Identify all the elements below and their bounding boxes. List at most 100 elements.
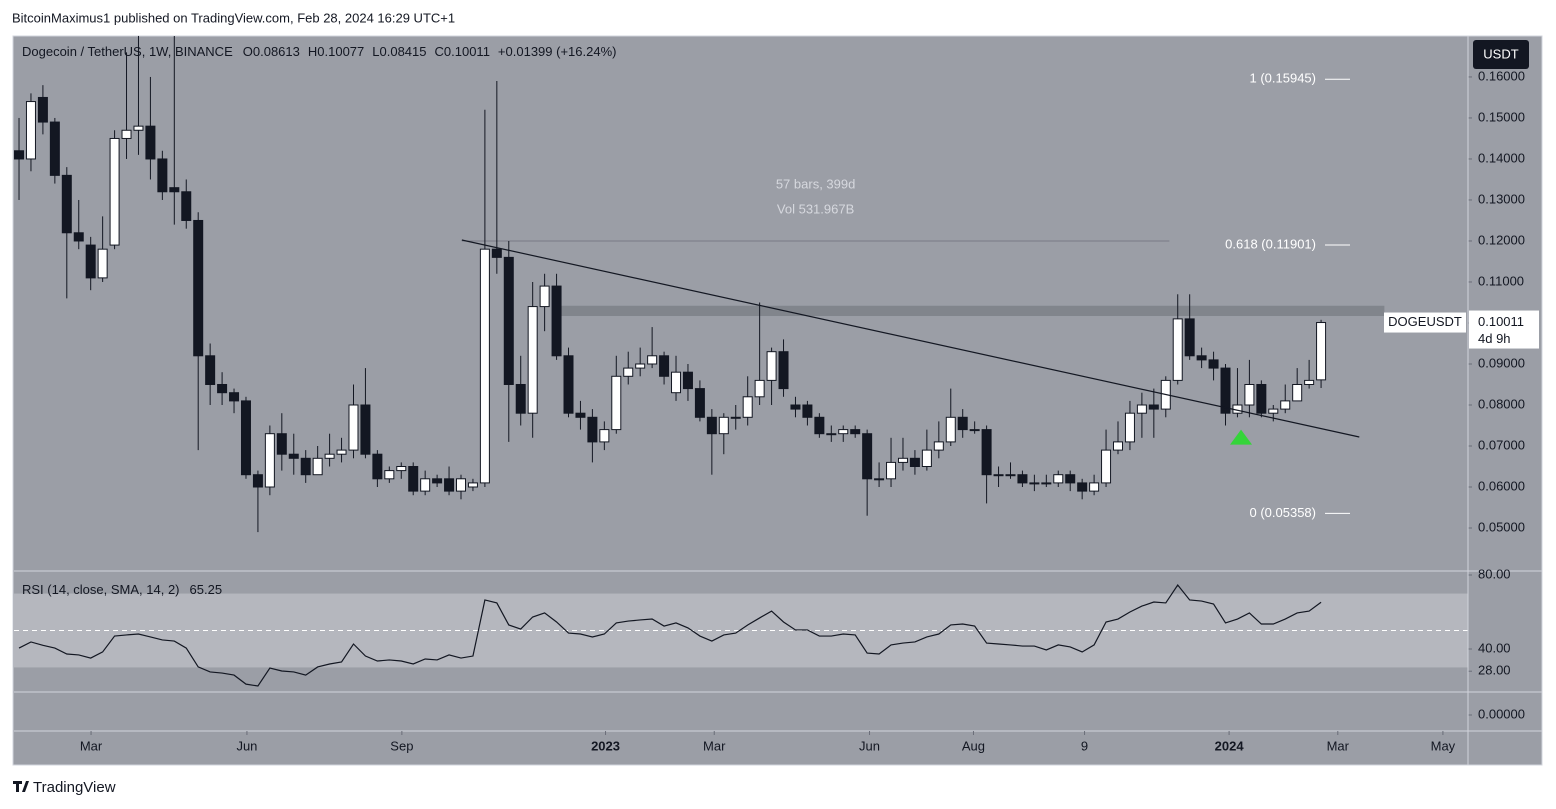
candle-body — [659, 355, 670, 377]
candle-body — [276, 433, 287, 455]
candle-body — [838, 429, 849, 435]
candle-body — [97, 248, 108, 279]
candle-body — [802, 404, 813, 418]
candle-body — [862, 433, 873, 480]
candle-body — [886, 461, 897, 480]
candle-body — [527, 306, 538, 414]
candle-body — [1101, 449, 1112, 484]
candle-body — [790, 404, 801, 410]
candle-body — [25, 101, 36, 160]
y-tick-label: 0.08000 — [1478, 396, 1525, 411]
rsi-band — [14, 593, 1468, 668]
candle-body — [264, 433, 275, 488]
candle-body — [37, 96, 48, 123]
candle-body — [503, 256, 514, 385]
candle-body — [742, 396, 753, 418]
candle-body — [1256, 383, 1267, 414]
ohlc-value: 0.08613 — [253, 44, 300, 59]
candle-body — [229, 392, 240, 402]
candle-body — [718, 416, 729, 435]
fib-label: 1 (0.15945) — [1250, 71, 1317, 86]
signal-marker — [1230, 429, 1253, 445]
candle-body — [252, 474, 263, 488]
candle-body — [671, 371, 682, 394]
candle-body — [157, 158, 168, 193]
ohlc-value: 0.08415 — [380, 44, 427, 59]
candle-body — [169, 187, 180, 193]
candle-body — [372, 453, 383, 480]
candle-body — [993, 474, 1004, 477]
candle-body — [826, 433, 837, 436]
resistance-zone — [559, 305, 1385, 317]
candle-body — [240, 400, 251, 476]
legend-header: Dogecoin / TetherUS, 1W, BINANCE O0.08613… — [22, 44, 616, 59]
candle-body — [491, 248, 502, 258]
x-tick-label: 2023 — [591, 738, 620, 753]
candle-body — [814, 416, 825, 435]
candle-body — [874, 478, 885, 481]
candle-body — [288, 453, 299, 459]
candle-body — [217, 383, 228, 394]
candle-body — [730, 416, 741, 419]
candle-body — [599, 429, 610, 443]
x-tick-label: Aug — [962, 738, 985, 753]
candle-body — [981, 429, 992, 476]
candle-body — [49, 121, 60, 176]
candle-body — [1005, 474, 1016, 477]
ohlc-value: 0.10011 — [444, 44, 490, 59]
candle-body — [479, 248, 490, 484]
y-tick-label: 0.15000 — [1478, 109, 1525, 124]
x-tick-label: Mar — [80, 738, 103, 753]
y-tick-label: 0.06000 — [1478, 478, 1525, 493]
candle-body — [1244, 383, 1255, 406]
currency-label[interactable]: USDT — [1483, 46, 1518, 61]
candle-body — [312, 457, 323, 476]
ohlc-key: L — [372, 44, 379, 59]
candle-body — [635, 363, 646, 369]
candle-body — [587, 416, 598, 443]
currency-button[interactable] — [1473, 40, 1529, 69]
symbol-tag — [1384, 312, 1466, 333]
candle-body — [181, 191, 192, 221]
fib-label: 0 (0.05358) — [1250, 505, 1317, 520]
candle-body — [420, 478, 431, 492]
candle-body — [778, 351, 789, 390]
candle-body — [575, 412, 586, 418]
y-tick-label: 0.14000 — [1478, 150, 1525, 165]
candle-body — [754, 379, 765, 398]
candle-body — [706, 416, 717, 435]
symbol-tag-label: DOGEUSDT — [1388, 314, 1462, 329]
candle-body — [933, 441, 944, 451]
price-tag — [1469, 310, 1539, 349]
brand-name: TradingView — [33, 779, 116, 796]
brand-icon — [13, 781, 29, 792]
y-tick-label: 0.11000 — [1478, 273, 1524, 288]
candle-body — [921, 449, 932, 468]
candle-body — [384, 470, 395, 480]
candle-body — [1184, 318, 1195, 357]
candle-body — [539, 285, 550, 308]
candle-body — [1053, 474, 1064, 484]
candle-body — [408, 466, 419, 492]
ohlc-key: O — [243, 44, 253, 59]
rsi-value: 65.25 — [190, 582, 223, 597]
y-tick-label: 40.00 — [1478, 640, 1511, 655]
candle-body — [515, 383, 526, 414]
candle-body — [1065, 474, 1076, 484]
candle-body — [1292, 383, 1303, 402]
candle-body — [1148, 404, 1159, 410]
candle-body — [1089, 482, 1100, 492]
candle-body — [551, 285, 562, 357]
candle-body — [1017, 474, 1028, 484]
brand-logo: TradingView — [13, 779, 116, 796]
candle-body — [1280, 400, 1291, 410]
x-tick-label: Jun — [859, 738, 880, 753]
candle-body — [324, 453, 335, 459]
rsi-line — [18, 583, 1322, 687]
candle-body — [1316, 322, 1327, 381]
x-tick-label: Mar — [1327, 738, 1350, 753]
rsi-title: RSI (14, close, SMA, 14, 2) — [22, 582, 180, 597]
candle-body — [1124, 412, 1135, 443]
candle-body — [1304, 379, 1315, 385]
candle-body — [61, 174, 72, 234]
